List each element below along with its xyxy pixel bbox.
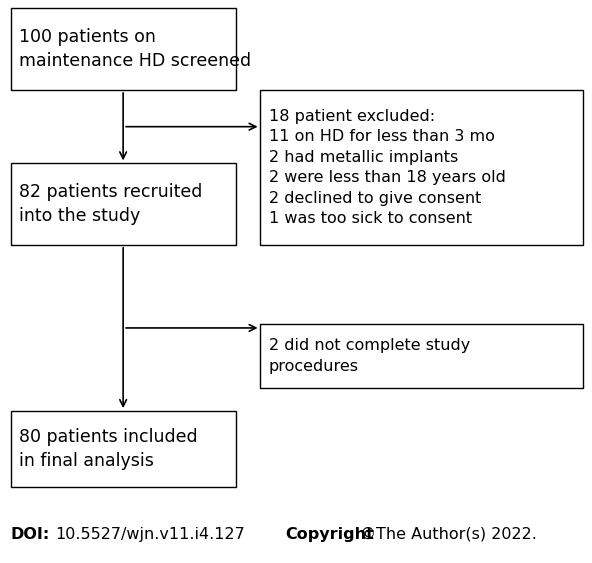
Text: 80 patients included
in final analysis: 80 patients included in final analysis (19, 428, 198, 470)
Text: 100 patients on
maintenance HD screened: 100 patients on maintenance HD screened (19, 28, 251, 70)
Text: DOI:: DOI: (11, 526, 50, 542)
Text: Copyright: Copyright (285, 526, 374, 542)
Text: 18 patient excluded:
11 on HD for less than 3 mo
2 had metallic implants
2 were : 18 patient excluded: 11 on HD for less t… (269, 109, 506, 226)
FancyBboxPatch shape (11, 411, 236, 487)
Text: 10.5527/wjn.v11.i4.127: 10.5527/wjn.v11.i4.127 (55, 526, 245, 542)
Text: 82 patients recruited
into the study: 82 patients recruited into the study (19, 183, 202, 225)
Text: ©The Author(s) 2022.: ©The Author(s) 2022. (360, 526, 537, 542)
FancyBboxPatch shape (260, 90, 583, 245)
FancyBboxPatch shape (11, 8, 236, 90)
Text: 2 did not complete study
procedures: 2 did not complete study procedures (269, 338, 470, 374)
FancyBboxPatch shape (260, 324, 583, 388)
FancyBboxPatch shape (11, 163, 236, 245)
